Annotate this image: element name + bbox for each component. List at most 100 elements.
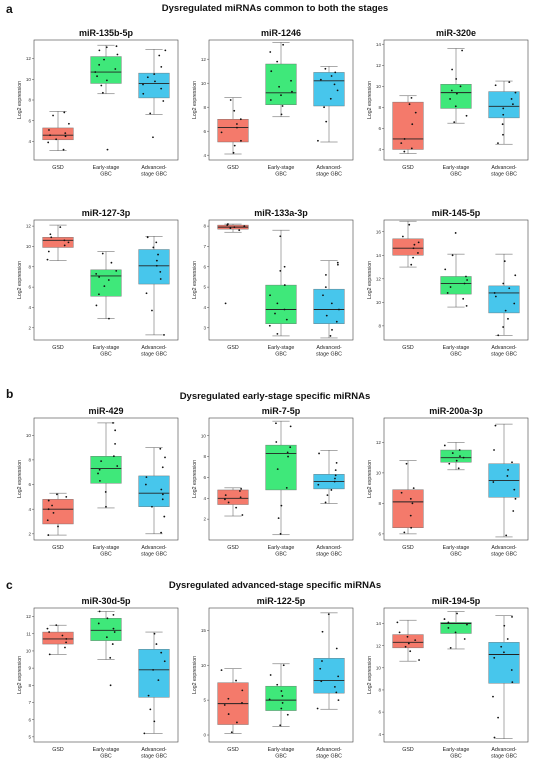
data-point: [232, 151, 235, 154]
data-point: [107, 279, 110, 281]
y-tick-label: 10: [201, 663, 207, 668]
data-point: [233, 109, 236, 112]
data-point: [449, 98, 451, 100]
data-point: [111, 643, 114, 645]
data-point: [160, 65, 163, 68]
data-point: [280, 707, 283, 710]
data-point: [411, 502, 414, 505]
data-point: [405, 462, 408, 465]
data-point: [235, 506, 238, 509]
data-point: [279, 724, 282, 727]
data-point: [145, 476, 148, 479]
y-tick-label: 6: [28, 482, 31, 487]
category-label: GBC: [450, 172, 462, 178]
chart-title: miR-194-5p: [432, 596, 481, 606]
data-point: [336, 89, 339, 92]
data-point: [455, 78, 458, 80]
data-point: [268, 324, 271, 327]
data-point: [109, 684, 112, 687]
plot-frame: [208, 607, 354, 743]
data-point: [47, 250, 50, 253]
data-point: [159, 270, 162, 273]
y-tick-label: 4: [203, 305, 206, 310]
box-advanced-stage-gbc: [488, 642, 520, 684]
data-point: [239, 118, 242, 121]
data-point: [449, 646, 452, 649]
panel-letter-a: a: [6, 2, 13, 16]
data-point: [497, 142, 499, 145]
y-tick-label: 12: [376, 63, 382, 68]
data-point: [403, 138, 406, 140]
data-point: [413, 243, 416, 246]
data-point: [157, 679, 160, 682]
chart-mir-30d-5p: miR-30d-5p 5 6 7 8 9 10 11 12 Log2 expression GSD E…: [16, 596, 182, 766]
data-point: [97, 472, 99, 475]
data-point: [330, 75, 333, 77]
data-point: [105, 505, 107, 508]
data-point: [233, 144, 236, 147]
data-point: [106, 617, 109, 620]
data-point: [412, 487, 415, 490]
data-point: [162, 100, 165, 102]
data-point: [289, 446, 292, 449]
y-tick-label: 11: [26, 631, 31, 636]
data-point: [95, 304, 98, 307]
data-point: [269, 294, 271, 297]
y-tick-label: 4: [203, 153, 206, 158]
data-point: [514, 497, 517, 500]
box-gsd: [217, 118, 249, 143]
data-point: [269, 51, 272, 53]
y-tick-label: 12: [201, 57, 207, 62]
data-point: [280, 504, 283, 507]
data-point: [67, 241, 70, 244]
data-point: [335, 320, 338, 323]
y-tick-label: 14: [376, 42, 382, 47]
category-label: GSD: [402, 747, 414, 753]
category-label: stage GBC: [491, 352, 517, 358]
chart-mir-145-5p: miR-145-5p 8 10 12 14 16 Log2 expression GSD Ear…: [366, 208, 532, 364]
data-point: [502, 282, 505, 285]
data-point: [158, 54, 161, 57]
data-point: [114, 68, 117, 70]
data-point: [323, 106, 325, 109]
y-tick-label: 0: [203, 733, 206, 738]
y-tick-label: 2: [28, 325, 31, 330]
data-point: [152, 246, 155, 249]
y-tick-label: 12: [26, 614, 32, 619]
chart-title: miR-200a-3p: [429, 406, 483, 416]
box-gsd: [42, 237, 74, 248]
plot-frame: [33, 417, 179, 541]
data-point: [409, 514, 412, 517]
data-point: [241, 514, 244, 516]
data-point: [275, 422, 277, 425]
data-point: [451, 452, 454, 454]
data-point: [160, 651, 163, 654]
y-tick-label: 8: [203, 224, 206, 229]
data-point: [65, 495, 68, 498]
data-point: [98, 63, 101, 66]
y-tick-label: 7: [203, 244, 206, 249]
category-label: GSD: [52, 545, 64, 551]
data-point: [453, 121, 456, 124]
y-tick-label: 14: [376, 621, 382, 626]
box-gsd: [392, 101, 424, 150]
data-point: [325, 120, 328, 123]
data-point: [64, 646, 66, 649]
category-label: GSD: [227, 165, 239, 171]
data-point: [457, 467, 460, 470]
y-tick-label: 10: [376, 300, 382, 305]
data-point: [462, 297, 465, 300]
y-tick-label: 6: [203, 264, 206, 269]
category-label: GSD: [402, 165, 414, 171]
data-point: [506, 475, 509, 477]
data-point: [96, 75, 98, 78]
y-tick-label: 6: [203, 129, 206, 134]
data-point: [406, 635, 409, 638]
data-point: [337, 263, 339, 266]
data-point: [116, 465, 119, 467]
data-point: [512, 510, 515, 512]
data-point: [145, 292, 148, 295]
data-point: [236, 721, 238, 724]
data-point: [511, 461, 513, 464]
y-tick-label: 10: [26, 433, 32, 438]
